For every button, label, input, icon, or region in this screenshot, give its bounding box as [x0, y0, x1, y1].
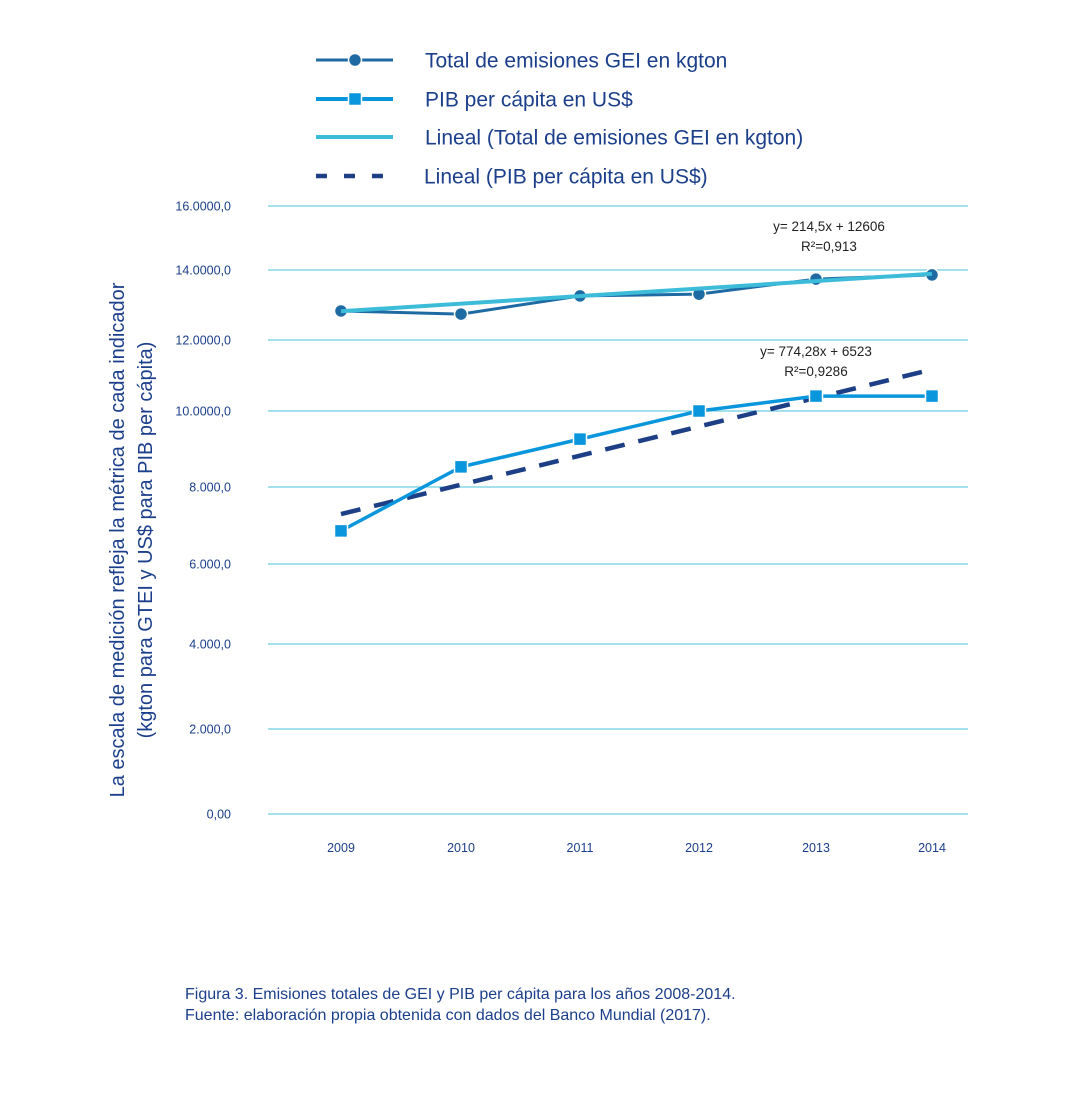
trendline-gei — [340, 271, 933, 314]
x-tick-label: 2009 — [327, 841, 355, 855]
x-tick-label: 2011 — [567, 841, 594, 855]
series-line-pib — [340, 394, 932, 533]
legend-square-marker-icon — [347, 91, 363, 107]
caption-source: Fuente: elaboración propia obtenida con … — [185, 1007, 711, 1024]
legend-label: PIB per cápita en US$ — [425, 89, 633, 112]
y-tick-label: 8.000,0 — [189, 481, 231, 495]
data-point-pib — [453, 459, 469, 475]
x-tick-label: 2013 — [802, 841, 830, 855]
data-point-pib — [808, 388, 824, 404]
x-tick-label: 2014 — [918, 841, 946, 855]
x-tick-label: 2012 — [685, 841, 713, 855]
data-point-pib — [333, 523, 349, 539]
figure-caption: Figura 3. Emisiones totales de GEI y PIB… — [185, 984, 736, 1026]
data-point-gei — [453, 306, 469, 322]
y-axis-label-line-2: (kgton para GTEI y US$ para PIB per cápi… — [135, 342, 157, 739]
legend-circle-marker-icon — [347, 52, 363, 68]
y-tick-label: 10.0000,0 — [175, 405, 231, 419]
legend-item: PIB per cápita en US$ — [316, 89, 633, 112]
data-point-pib — [572, 431, 588, 447]
y-tick-label: 16.0000,0 — [175, 200, 231, 214]
data-point-pib — [924, 388, 940, 404]
y-tick-label: 0,00 — [207, 808, 231, 822]
trend-r-squared: R²=0,913 — [801, 239, 857, 254]
data-point-pib — [691, 403, 707, 419]
legend-label: Lineal (Total de emisiones GEI en kgton) — [425, 127, 803, 150]
trend-equation: y= 214,5x + 12606 — [773, 219, 885, 234]
y-tick-label: 6.000,0 — [189, 558, 231, 572]
trend-equation: y= 774,28x + 6523 — [760, 344, 872, 359]
y-tick-label: 2.000,0 — [189, 723, 231, 737]
y-tick-labels: 16.0000,0 14.0000,0 12.0000,0 10.0000,0 8.00… — [175, 200, 231, 822]
legend-item: Total de emisiones GEI en kgton — [316, 50, 727, 73]
y-axis-label-line-1: La escala de medición refleja la métrica… — [107, 282, 129, 797]
trendline-pib — [340, 367, 933, 517]
legend-label: Lineal (PIB per cápita en US$) — [424, 166, 708, 189]
trend-annotations: y= 214,5x + 12606 R²=0,913 y= 774,28x + 65… — [760, 219, 885, 379]
y-tick-label: 4.000,0 — [189, 638, 231, 652]
y-tick-label: 12.0000,0 — [175, 334, 231, 348]
caption-title: Figura 3. Emisiones totales de GEI y PIB… — [185, 986, 736, 1003]
series-layer — [333, 267, 940, 539]
legend-label: Total de emisiones GEI en kgton — [425, 50, 727, 73]
legend-item: Lineal (PIB per cápita en US$) — [316, 166, 708, 189]
legend-item: Lineal (Total de emisiones GEI en kgton) — [316, 127, 803, 150]
trend-r-squared: R²=0,9286 — [784, 364, 847, 379]
y-tick-label: 14.0000,0 — [175, 264, 231, 278]
gridlines — [268, 205, 968, 815]
x-tick-label: 2010 — [447, 841, 475, 855]
legend: Total de emisiones GEI en kgton PIB per c… — [316, 50, 803, 189]
x-tick-labels: 2009 2010 2011 2012 2013 2014 — [327, 841, 946, 855]
